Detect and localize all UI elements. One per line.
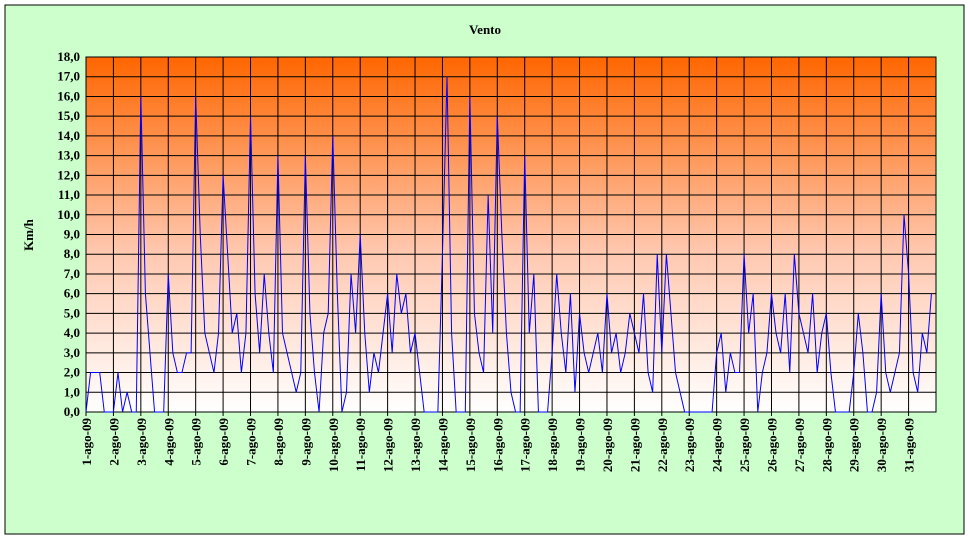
y-tick-label: 0,0 — [64, 404, 80, 419]
x-tick-label: 25-ago-09 — [737, 418, 752, 473]
x-tick-label: 31-ago-09 — [902, 418, 917, 473]
plot-border — [85, 56, 937, 413]
y-tick-label: 7,0 — [64, 266, 80, 281]
x-tick-label: 2-ago-09 — [106, 418, 121, 466]
y-tick-label: 2,0 — [64, 365, 80, 380]
x-tick-label: 12-ago-09 — [381, 418, 396, 473]
x-tick-label: 14-ago-09 — [435, 418, 450, 473]
x-tick-label: 6-ago-09 — [216, 418, 231, 466]
x-tick-label: 27-ago-09 — [792, 418, 807, 473]
x-tick-label: 17-ago-09 — [518, 418, 533, 473]
y-tick-label: 1,0 — [64, 384, 80, 399]
y-tick-label: 8,0 — [64, 246, 80, 261]
x-tick-label: 5-ago-09 — [189, 418, 204, 466]
x-tick-label: 30-ago-09 — [874, 418, 889, 473]
x-tick-label: 20-ago-09 — [600, 418, 615, 473]
y-tick-label: 15,0 — [57, 108, 80, 123]
y-tick-label: 17,0 — [57, 69, 80, 84]
y-tick-label: 10,0 — [57, 207, 80, 222]
y-tick-label: 3,0 — [64, 345, 80, 360]
x-tick-label: 28-ago-09 — [819, 418, 834, 473]
y-tick-label: 16,0 — [57, 88, 80, 103]
x-tick-label: 23-ago-09 — [682, 418, 697, 473]
x-tick-label: 18-ago-09 — [545, 418, 560, 473]
data-line — [85, 76, 932, 413]
x-tick-label: 1-ago-09 — [79, 418, 94, 466]
x-tick-label: 10-ago-09 — [326, 418, 341, 473]
x-tick-label: 13-ago-09 — [408, 418, 423, 473]
y-tick-label: 12,0 — [57, 167, 80, 182]
x-tick-label: 22-ago-09 — [655, 418, 670, 473]
x-tick-label: 21-ago-09 — [627, 418, 642, 473]
y-tick-label: 4,0 — [64, 325, 80, 340]
y-tick-label: 5,0 — [64, 305, 80, 320]
x-tick-label: 15-ago-09 — [463, 418, 478, 473]
x-tick-label: 24-ago-09 — [710, 418, 725, 473]
y-tick-label: 13,0 — [57, 148, 80, 163]
y-tick-label: 18,0 — [57, 49, 80, 64]
y-tick-label: 9,0 — [64, 227, 80, 242]
x-tick-label: 11-ago-09 — [353, 418, 368, 472]
y-tick-label: 14,0 — [57, 128, 80, 143]
chart-title: Vento — [469, 22, 501, 37]
x-tick-label: 3-ago-09 — [134, 418, 149, 466]
x-tick-label: 19-ago-09 — [573, 418, 588, 473]
x-tick-label: 9-ago-09 — [298, 418, 313, 466]
x-tick-label: 8-ago-09 — [271, 418, 286, 466]
x-tick-label: 29-ago-09 — [847, 418, 862, 473]
x-tick-label: 26-ago-09 — [764, 418, 779, 473]
y-tick-label: 11,0 — [58, 187, 80, 202]
x-tick-label: 4-ago-09 — [161, 418, 176, 466]
x-tick-label: 7-ago-09 — [244, 418, 259, 466]
x-tick-label: 16-ago-09 — [490, 418, 505, 473]
y-axis-label: Km/h — [21, 218, 36, 251]
y-tick-label: 6,0 — [64, 286, 80, 301]
